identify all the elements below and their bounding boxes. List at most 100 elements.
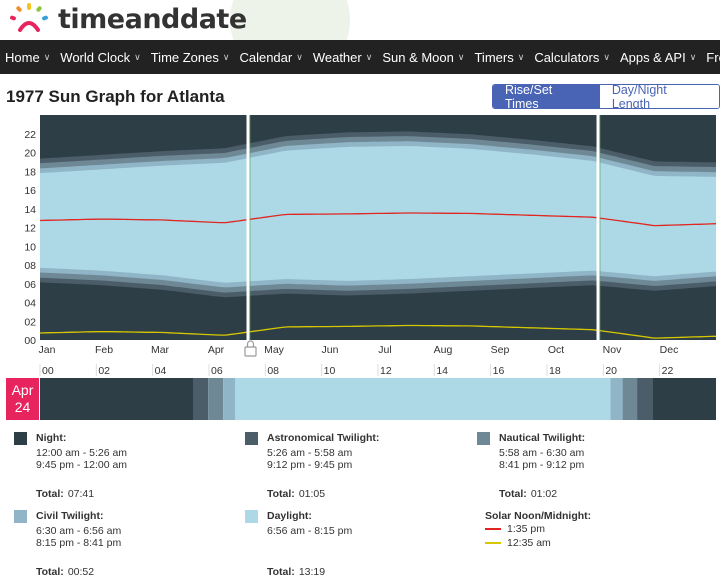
legend-astro-total: Total: 01:05 [267, 488, 325, 500]
x-tick-label: Dec [660, 344, 679, 356]
solar-noon-time: 1:35 pm [507, 523, 545, 535]
y-tick-label: 14 [24, 204, 36, 216]
nav-item-world-clock[interactable]: World Clock ∨ [55, 40, 145, 74]
y-tick-label: 18 [24, 166, 36, 178]
chevron-down-icon: ∨ [689, 51, 697, 62]
nav-item-label: Home [5, 49, 40, 65]
y-tick-label: 00 [24, 335, 36, 347]
y-tick-label: 06 [24, 279, 36, 291]
solar-noon-line [39, 212, 717, 227]
night-segment [40, 378, 193, 420]
x-tick-label: Jan [39, 344, 56, 356]
legend-nautical-name: Nautical Twilight: [499, 432, 586, 444]
solar-midnight-time: 12:35 am [507, 537, 551, 549]
legend-nautical-range-2: 8:41 pm - 9:12 pm [499, 459, 585, 471]
legend-astro-range-2: 9:12 pm - 9:45 pm [267, 459, 353, 471]
day-night-length-tab[interactable]: Day/Night Length [599, 85, 719, 108]
chevron-down-icon: ∨ [222, 51, 230, 62]
header-decoration [230, 0, 350, 40]
hour-label: 22 [662, 365, 674, 377]
civil-swatch [14, 510, 27, 523]
hour-label: 16 [493, 365, 505, 377]
legend-civil-total: Total: 00:52 [36, 566, 94, 578]
rise-set-times-tab[interactable]: Rise/Set Times [493, 85, 600, 108]
total-value: 01:05 [298, 488, 326, 500]
total-value: 01:02 [530, 488, 558, 500]
day-bar: 00 02 04 06 08 10 12 14 16 18 20 22 Apr 24 [0, 362, 720, 422]
nav-item-timers[interactable]: Timers ∨ [469, 40, 529, 74]
nav-item-home[interactable]: Home ∨ [0, 40, 55, 74]
hour-label: 06 [211, 365, 223, 377]
solar-midnight-line [39, 324, 717, 339]
daylight-segment [235, 378, 611, 420]
legend: Night: 12:00 am - 5:26 am 9:45 pm - 12:0… [0, 430, 720, 578]
y-tick-label: 08 [24, 260, 36, 272]
site-header: timeanddate [0, 0, 720, 40]
legend-daylight-range-1: 6:56 am - 8:15 pm [267, 525, 353, 537]
x-tick-label: Jun [322, 344, 339, 356]
x-tick-label: Mar [151, 344, 170, 356]
nautical-segment [208, 378, 224, 420]
total-label: Total: [499, 488, 527, 500]
solar-noon-row: 1:35 pm [485, 523, 545, 535]
night-segment [652, 378, 716, 420]
main-nav: Home ∨ World Clock ∨ Time Zones ∨ Calendar ∨ Wea… [0, 40, 720, 74]
legend-night-range-1: 12:00 am - 5:26 am [36, 447, 128, 459]
nav-item-label: Time Zones [150, 49, 219, 65]
legend-astro-range-1: 5:26 am - 5:58 am [267, 447, 353, 459]
total-value: 13:19 [298, 566, 326, 578]
y-tick-label: 10 [24, 241, 36, 253]
nav-item-free-fun[interactable]: Free Fun∨ [701, 40, 720, 74]
nautical-swatch [477, 432, 490, 445]
legend-civil-range-2: 8:15 pm - 8:41 pm [36, 537, 122, 549]
hour-label: 08 [267, 365, 279, 377]
sun-logo-icon [10, 3, 48, 32]
astro-swatch [245, 432, 258, 445]
hour-label: 18 [549, 365, 561, 377]
nav-item-time-zones[interactable]: Time Zones ∨ [146, 40, 235, 74]
total-label: Total: [267, 488, 295, 500]
chevron-down-icon: ∨ [296, 51, 303, 62]
y-tick-label: 20 [24, 148, 36, 160]
nav-item-label: Sun & Moon [382, 49, 454, 65]
legend-night-name: Night: [36, 432, 67, 444]
lock-icon[interactable] [244, 340, 257, 357]
nav-item-label: Free Fun [706, 49, 720, 65]
date-day: 24 [14, 399, 31, 415]
legend-civil-name: Civil Twilight: [36, 510, 104, 522]
nav-item-weather[interactable]: Weather ∨ [308, 40, 378, 74]
view-toggle: Rise/Set Times Day/Night Length [492, 84, 720, 109]
legend-nautical-range-1: 5:58 am - 6:30 am [499, 447, 585, 459]
day-bar-chart[interactable]: 00 02 04 06 08 10 12 14 16 18 20 22 [0, 362, 720, 422]
legend-night-total: Total: 07:41 [36, 488, 94, 500]
x-tick-label: Aug [434, 344, 453, 356]
x-tick-label: Sep [491, 344, 510, 356]
nav-item-calculators[interactable]: Calculators ∨ [529, 40, 615, 74]
y-tick-label: 16 [24, 185, 36, 197]
civil-segment [223, 378, 236, 420]
legend-nautical-total: Total: 01:02 [499, 488, 557, 500]
total-label: Total: [267, 566, 295, 578]
solar-midnight-line-icon [485, 542, 501, 544]
legend-daylight-total: Total: 13:19 [267, 566, 325, 578]
nav-item-calendar[interactable]: Calendar ∨ [234, 40, 307, 74]
site-logo[interactable]: timeanddate [6, 2, 247, 36]
nav-item-sun-moon[interactable]: Sun & Moon ∨ [377, 40, 469, 74]
nav-item-apps-api[interactable]: Apps & API ∨ [615, 40, 701, 74]
hour-label: 20 [605, 365, 617, 377]
nav-item-label: Weather [312, 49, 362, 65]
total-label: Total: [36, 488, 64, 500]
nautical-segment [622, 378, 638, 420]
legend-daylight-name: Daylight: [267, 510, 312, 522]
nav-item-label: Calendar [239, 49, 293, 65]
nav-item-label: World Clock [60, 49, 131, 65]
legend-night-range-2: 9:45 pm - 12:00 am [36, 459, 128, 471]
nav-item-label: Calculators [534, 49, 600, 65]
hour-label: 10 [324, 365, 336, 377]
chevron-down-icon: ∨ [457, 51, 465, 62]
legend-astro-name: Astronomical Twilight: [267, 432, 380, 444]
daylight-swatch [245, 510, 258, 523]
logo-text: timeanddate [58, 3, 247, 35]
chevron-down-icon: ∨ [134, 51, 141, 62]
